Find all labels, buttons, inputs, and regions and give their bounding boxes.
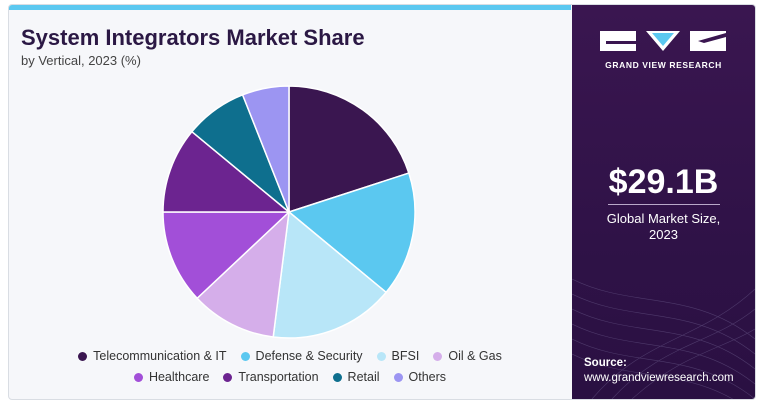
legend-label: Transportation: [238, 370, 319, 384]
legend-item-bfsi: BFSI: [376, 349, 420, 363]
legend-swatch: [240, 352, 250, 361]
legend-item-retail: Retail: [332, 370, 380, 384]
market-size-label-line1: Global Market Size,: [606, 211, 721, 226]
pie-slice-oil-gas: [196, 210, 291, 338]
legend-label: Retail: [347, 370, 380, 384]
legend-swatch: [133, 373, 143, 382]
pie-slice-bfsi: [272, 210, 388, 339]
legend-label: Others: [408, 370, 447, 384]
brand-name: GRAND VIEW RESEARCH: [605, 60, 722, 70]
legend-item-defense-security: Defense & Security: [240, 349, 363, 363]
pie-slice-transportation: [162, 130, 292, 213]
legend-swatch: [393, 373, 403, 382]
market-size-label-line2: 2023: [649, 227, 678, 242]
info-panel: GRAND VIEW RESEARCH $29.1B Global Market…: [572, 5, 755, 399]
pie-chart: [162, 85, 416, 339]
legend-label: Healthcare: [148, 370, 210, 384]
chart-title: System Integrators Market Share: [21, 25, 365, 50]
legend-swatch: [78, 352, 88, 361]
pie-slice-healthcare: [162, 211, 291, 300]
legend-swatch: [223, 373, 233, 382]
legend-item-oil-gas: Oil & Gas: [433, 349, 502, 363]
market-size-label: Global Market Size, 2023: [572, 211, 755, 243]
pie-slice-telecommunication-it: [288, 85, 410, 214]
legend-item-transportation: Transportation: [223, 370, 319, 384]
decorative-lines: [572, 278, 755, 399]
source-link[interactable]: www.grandviewresearch.com: [584, 372, 734, 384]
legend-label: Oil & Gas: [448, 349, 502, 363]
legend-swatch: [433, 352, 443, 361]
legend-swatch: [332, 373, 342, 382]
legend-label: Telecommunication & IT: [93, 349, 227, 363]
chart-subtitle: by Vertical, 2023 (%): [21, 53, 141, 68]
legend-swatch: [376, 352, 386, 361]
brand-logo-icon: [600, 31, 726, 51]
market-size-value: $29.1B: [608, 163, 719, 201]
legend-item-healthcare: Healthcare: [133, 370, 210, 384]
legend-label: BFSI: [391, 349, 420, 363]
legend-label: Defense & Security: [255, 349, 363, 363]
legend-row-2: Healthcare Transportation Retail Others: [9, 370, 571, 384]
accent-bar: [9, 5, 571, 10]
legend-row-1: Telecommunication & IT Defense & Security…: [9, 349, 571, 363]
legend-item-telecommunication-it: Telecommunication & IT: [78, 349, 227, 363]
source-label: Source:: [584, 357, 627, 369]
legend-item-others: Others: [393, 370, 447, 384]
chart-card: System Integrators Market Share by Verti…: [8, 4, 756, 400]
divider: [608, 204, 720, 205]
pie-slice-others: [241, 85, 290, 213]
pie-slice-defense-security: [287, 172, 416, 294]
